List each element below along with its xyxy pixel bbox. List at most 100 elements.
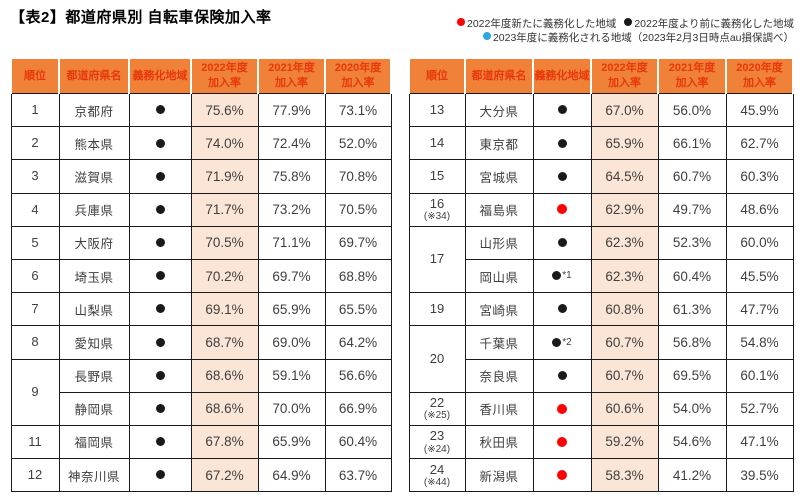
table-row: 9 長野県 68.6% 59.1% 56.6% <box>10 358 392 426</box>
rate-2022-cell: 68.7% <box>190 325 259 360</box>
rate-2022-cell: 62.3% <box>590 225 659 260</box>
table-row: 22 (※25) 香川県 60.6% 54.0% 52.7% <box>408 391 794 426</box>
prefecture-cell: 大阪府 <box>58 225 130 260</box>
column-header-pref: 都道府県名 <box>464 57 534 94</box>
black-dot-icon <box>557 304 567 314</box>
rate-2020-cell: 60.3% <box>725 159 794 194</box>
prefecture-cell: 滋賀県 <box>58 159 130 194</box>
table-row: 24 (※44) 新潟県 58.3% 41.2% 39.5% <box>408 458 794 493</box>
rate-2021-cell: 54.6% <box>657 424 727 460</box>
mandatory-region-cell <box>532 292 592 327</box>
table-row: 19 宮崎県 60.8% 61.3% 47.7% <box>408 292 794 327</box>
legend-label: 2022年度新たに義務化した地域 <box>466 18 617 30</box>
table-header: 順位 都道府県名 義務化地域 2022年度 加入率 2021年度 加入率 202… <box>10 57 392 94</box>
mandatory-region-cell <box>532 126 592 161</box>
rate-2022-cell: 59.2% <box>590 424 659 460</box>
black-dot-icon <box>155 337 165 347</box>
rate-2022-cell: 71.7% <box>190 192 259 227</box>
rank-cell: 4 <box>10 192 60 227</box>
legend-line-2: 2023年度に義務化される地域（2023年2月3日時点au損保調べ） <box>449 31 794 45</box>
mandatory-region-cell <box>128 258 192 294</box>
mandatory-region-cell: *1 <box>532 258 592 294</box>
rate-2020-cell: 39.5% <box>725 458 794 493</box>
table-row: 8 愛知県 68.7% 69.0% 64.2% <box>10 325 392 360</box>
prefecture-cell: 大分県 <box>464 92 534 128</box>
table-row: 11 福岡県 67.8% 65.9% 60.4% <box>10 424 392 460</box>
rate-2020-cell: 60.0% <box>725 225 794 260</box>
rank-number: 4 <box>31 201 39 217</box>
rank-number: 15 <box>429 168 445 184</box>
mandatory-region-cell <box>128 391 192 426</box>
column-header-2021: 2021年度 加入率 <box>657 57 727 94</box>
legend: 2022年度新たに義務化した地域 2022年度より前に義務化した地域 2023年度… <box>449 17 794 45</box>
rate-2020-cell: 56.6% <box>324 358 392 393</box>
rate-2020-cell: 65.5% <box>324 292 392 327</box>
rate-2021-cell: 59.1% <box>257 358 326 393</box>
mandatory-region-cell <box>128 358 192 393</box>
rank-cell: 7 <box>10 292 60 327</box>
rank-number: 1 <box>31 101 39 117</box>
mandatory-region-cell <box>128 424 192 460</box>
column-header-2022: 2022年度 加入率 <box>190 57 259 94</box>
rate-2020-cell: 70.8% <box>324 159 392 194</box>
rate-2021-cell: 52.3% <box>657 225 727 260</box>
rate-2021-cell: 69.0% <box>257 325 326 360</box>
black-dot-icon <box>557 171 567 181</box>
rank-number: 7 <box>31 301 39 317</box>
rate-2021-cell: 71.1% <box>257 225 326 260</box>
rank-number: 23 <box>429 428 445 444</box>
rank-number: 16 <box>429 196 445 211</box>
rate-2021-cell: 75.8% <box>257 159 326 194</box>
rate-2020-cell: 68.8% <box>324 258 392 294</box>
rate-2021-cell: 70.0% <box>257 391 326 426</box>
table-row: 20 千葉県 *2 60.7% 56.8% 54.8% <box>408 325 794 393</box>
legend-line-1: 2022年度新たに義務化した地域 2022年度より前に義務化した地域 <box>449 17 794 31</box>
black-dot-icon <box>552 337 562 347</box>
mandatory-region-cell <box>128 159 192 194</box>
rank-cell: 5 <box>10 225 60 260</box>
rate-2020-cell: 70.5% <box>324 192 392 227</box>
column-header-2020: 2020年度 加入率 <box>725 57 794 94</box>
column-header-region: 義務化地域 <box>532 57 592 94</box>
rank-cell: 2 <box>10 126 60 161</box>
table-row: 23 (※24) 秋田県 59.2% 54.6% 47.1% <box>408 424 794 460</box>
rank-number: 13 <box>429 101 445 117</box>
prefecture-cell: 福岡県 <box>58 424 130 460</box>
rate-2021-cell: 66.1% <box>657 126 727 161</box>
table-row: 7 山梨県 69.1% 65.9% 65.5% <box>10 292 392 327</box>
prefecture-cell: 宮城県 <box>464 159 534 194</box>
prefecture-cell: 静岡県 <box>58 391 130 426</box>
black-dot-icon <box>155 238 165 248</box>
red-dot-icon <box>557 403 567 414</box>
rate-2021-cell: 60.7% <box>657 159 727 194</box>
prefecture-cell: 愛知県 <box>58 325 130 360</box>
rank-cell: 11 <box>10 424 60 460</box>
table-row: 4 兵庫県 71.7% 73.2% 70.5% <box>10 192 392 227</box>
rank-number: 19 <box>429 301 445 317</box>
rank-number: 22 <box>429 395 445 411</box>
legend-item: 2022年度新たに義務化した地域 <box>456 18 617 30</box>
legend-label: 2022年度より前に義務化した地域 <box>634 18 794 30</box>
rate-2020-cell: 54.8% <box>725 325 794 360</box>
prefecture-cell: 兵庫県 <box>58 192 130 227</box>
rank-number: 9 <box>31 384 39 400</box>
table-row: 13 大分県 67.0% 56.0% 45.9% <box>408 92 794 128</box>
red-dot-icon <box>557 436 567 447</box>
rate-2020-cell: 73.1% <box>324 92 392 128</box>
rate-2021-cell: 64.9% <box>257 458 326 493</box>
black-dot-icon <box>155 271 165 281</box>
rate-2020-cell: 45.9% <box>725 92 794 128</box>
rank-cell: 20 <box>408 325 466 393</box>
rate-2020-cell: 47.7% <box>725 292 794 327</box>
mandatory-region-cell <box>128 458 192 493</box>
rate-2021-cell: 77.9% <box>257 92 326 128</box>
rate-2021-cell: 54.0% <box>657 391 727 426</box>
black-dot-icon <box>624 18 633 26</box>
prefecture-cell: 埼玉県 <box>58 258 130 294</box>
rank-number: 11 <box>28 433 42 449</box>
prefecture-cell: 宮崎県 <box>464 292 534 327</box>
rank-cell: 8 <box>10 325 60 360</box>
column-header-pref: 都道府県名 <box>58 57 130 94</box>
rate-2022-cell: 67.0% <box>590 92 659 128</box>
black-dot-icon <box>155 138 165 148</box>
